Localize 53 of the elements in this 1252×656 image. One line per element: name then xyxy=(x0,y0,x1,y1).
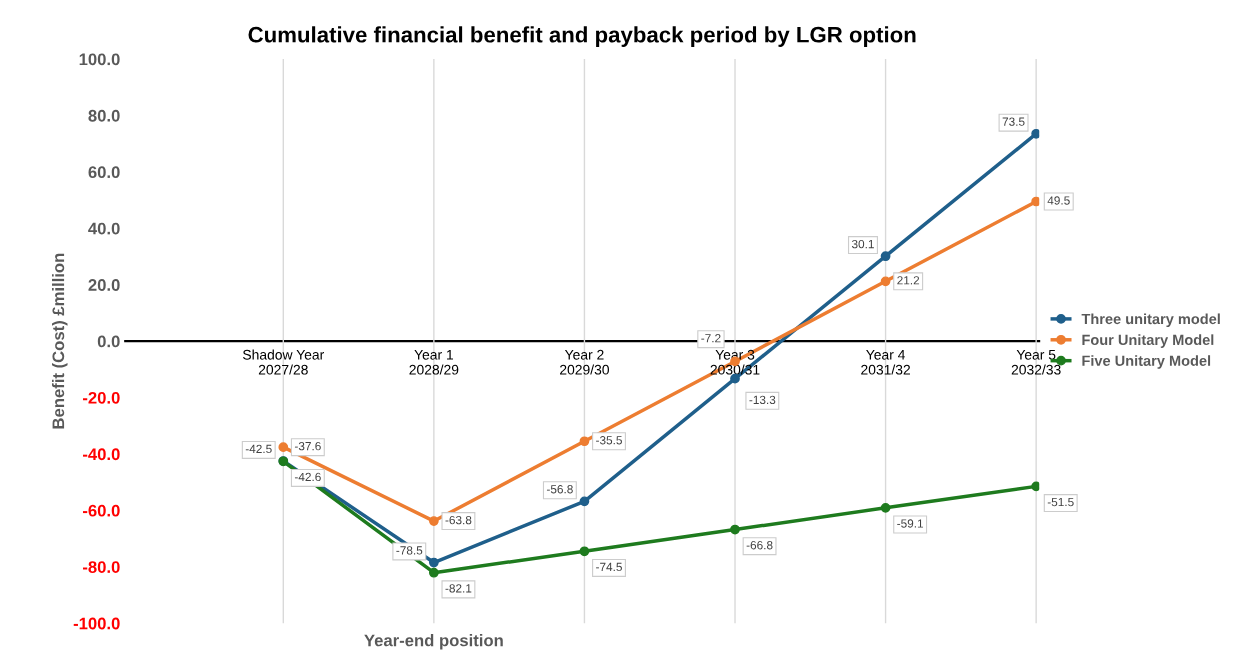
point xyxy=(1031,128,1040,139)
y-tick-label: 40.0 xyxy=(88,222,120,235)
y-tick-label: -40.0 xyxy=(83,448,120,461)
point xyxy=(880,502,891,513)
legend-label: Four Unitary Model xyxy=(1082,334,1214,348)
point xyxy=(1031,481,1040,492)
data-label: -63.8 xyxy=(445,515,472,525)
x-axis-title: Year-end position xyxy=(364,634,503,650)
point xyxy=(1031,196,1040,207)
point xyxy=(579,546,590,557)
chart-title: Cumulative financial benefit and payback period by LGR option xyxy=(248,26,916,47)
data-label: -13.3 xyxy=(749,395,776,405)
data-label: 49.5 xyxy=(1047,196,1070,205)
data-label: -42.5 xyxy=(245,444,272,454)
y-tick-label: 100.0 xyxy=(79,53,120,66)
data-label: -7.2 xyxy=(701,334,721,343)
point xyxy=(880,251,891,262)
x-tick-label: Year 4 2031/32 xyxy=(861,349,910,375)
y-tick-label: 20.0 xyxy=(88,279,120,291)
data-label: -66.8 xyxy=(746,541,773,550)
data-label: -42.6 xyxy=(294,472,321,482)
point xyxy=(278,442,289,453)
data-label: -35.5 xyxy=(596,436,622,445)
point xyxy=(429,567,439,578)
y-tick-label: 80.0 xyxy=(88,109,120,122)
x-tick-label: Shadow Year 2027/28 xyxy=(242,349,325,375)
point xyxy=(429,557,439,568)
data-label: 73.5 xyxy=(1002,117,1025,126)
data-label: -59.1 xyxy=(897,519,924,528)
data-label: 21.2 xyxy=(897,276,920,285)
point xyxy=(579,436,590,447)
data-label: -78.5 xyxy=(396,546,423,555)
y-tick-label: 60.0 xyxy=(88,166,120,179)
data-label: -82.1 xyxy=(445,584,472,593)
x-tick-label: Year 1 2028/29 xyxy=(409,349,459,375)
y-tick-label: -80.0 xyxy=(83,561,120,573)
data-label: -51.5 xyxy=(1047,497,1074,507)
legend-label: Five Unitary Model xyxy=(1082,355,1211,369)
point xyxy=(429,516,439,526)
point xyxy=(730,524,740,535)
data-label: -56.8 xyxy=(546,485,573,494)
data-label: 30.1 xyxy=(851,239,874,249)
legend-label: Three unitary model xyxy=(1081,313,1220,328)
point xyxy=(579,496,590,507)
y-tick-label: 0.0 xyxy=(97,335,120,348)
y-tick-label: -100.0 xyxy=(73,617,120,630)
data-label: -74.5 xyxy=(596,562,622,572)
y-tick-label: -60.0 xyxy=(83,504,120,517)
y-tick-label: -20.0 xyxy=(83,391,120,404)
x-tick-label: Year 2 2029/30 xyxy=(560,349,609,375)
point xyxy=(880,276,891,287)
y-axis-title: Benefit (Cost) £million xyxy=(51,253,68,429)
data-label: -37.6 xyxy=(294,441,321,451)
